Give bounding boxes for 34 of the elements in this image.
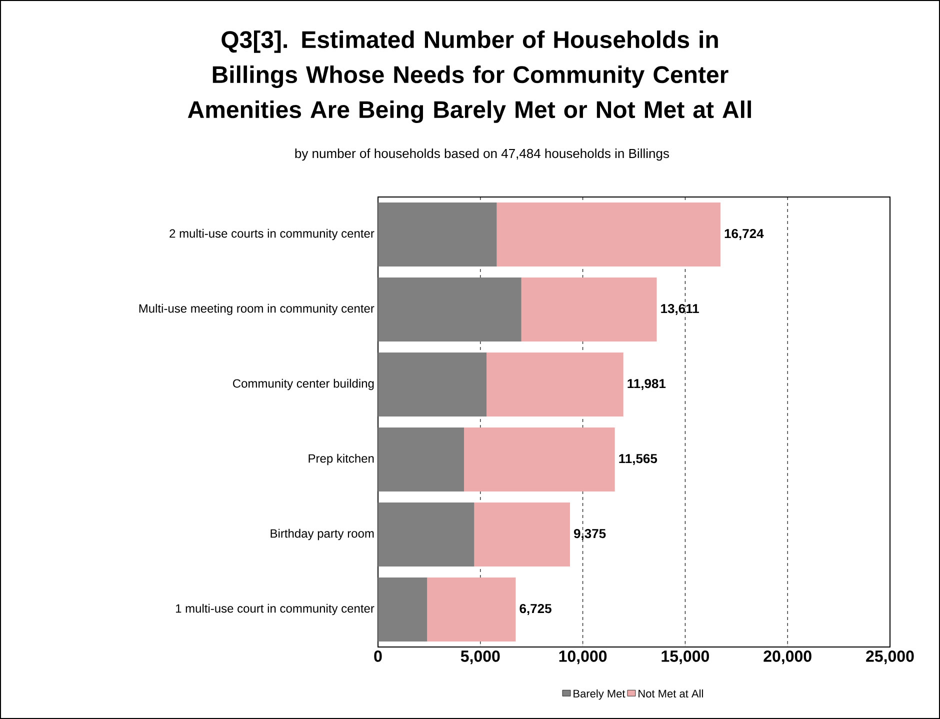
y-tick-label: 1 multi-use court in community center (176, 604, 374, 616)
y-tick-label: Multi-use meeting room in community center (139, 304, 374, 316)
legend-label: Barely Met (574, 689, 626, 700)
chart-title: Q3[3]. Estimated Number of Households in Billings Whose Needs for Community Center Amenities Are Being Barely Met or Not Met at All (188, 30, 751, 123)
y-tick-label: 2 multi-use courts in community center (170, 228, 374, 240)
bar (486, 352, 624, 416)
total-label: 9,375 (574, 528, 606, 540)
x-tick-label: 25,000 (866, 650, 914, 664)
total-label: 11,565 (619, 454, 658, 466)
bar (474, 502, 570, 566)
bar (378, 577, 428, 642)
total-label: 13,611 (661, 304, 699, 316)
chart-subtitle: by number of households based on 47,484 households in Billings (295, 148, 669, 161)
bar (378, 277, 522, 342)
bar (378, 502, 474, 566)
legend-label: Not Met at All (638, 689, 703, 698)
x-tick-label: 10,000 (559, 650, 607, 664)
y-tick-label: Birthday party room (270, 528, 374, 540)
total-label: 11,981 (628, 378, 666, 390)
x-tick-label: 5,000 (460, 650, 500, 664)
bar (521, 277, 657, 342)
bar (378, 202, 497, 266)
y-tick-label: Community center building (233, 378, 374, 390)
total-label: 16,724 (724, 228, 764, 240)
total-label: 6,725 (520, 604, 552, 616)
bar (378, 352, 487, 416)
x-tick-label: 15,000 (662, 650, 709, 664)
bar (464, 427, 615, 492)
y-tick-label: Prep kitchen (308, 454, 374, 466)
bar (496, 202, 721, 266)
bar (427, 577, 516, 642)
x-tick-label: 20,000 (764, 650, 812, 664)
bar (378, 427, 464, 492)
x-tick-label: 0 (374, 650, 382, 662)
